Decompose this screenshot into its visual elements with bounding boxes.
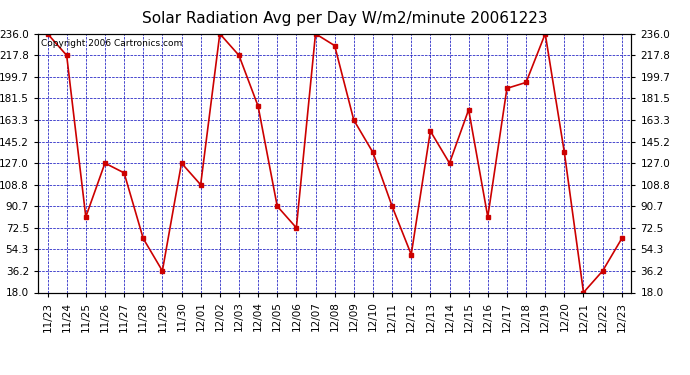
- Text: Copyright 2006 Cartronics.com: Copyright 2006 Cartronics.com: [41, 39, 182, 48]
- Text: Solar Radiation Avg per Day W/m2/minute 20061223: Solar Radiation Avg per Day W/m2/minute …: [142, 11, 548, 26]
